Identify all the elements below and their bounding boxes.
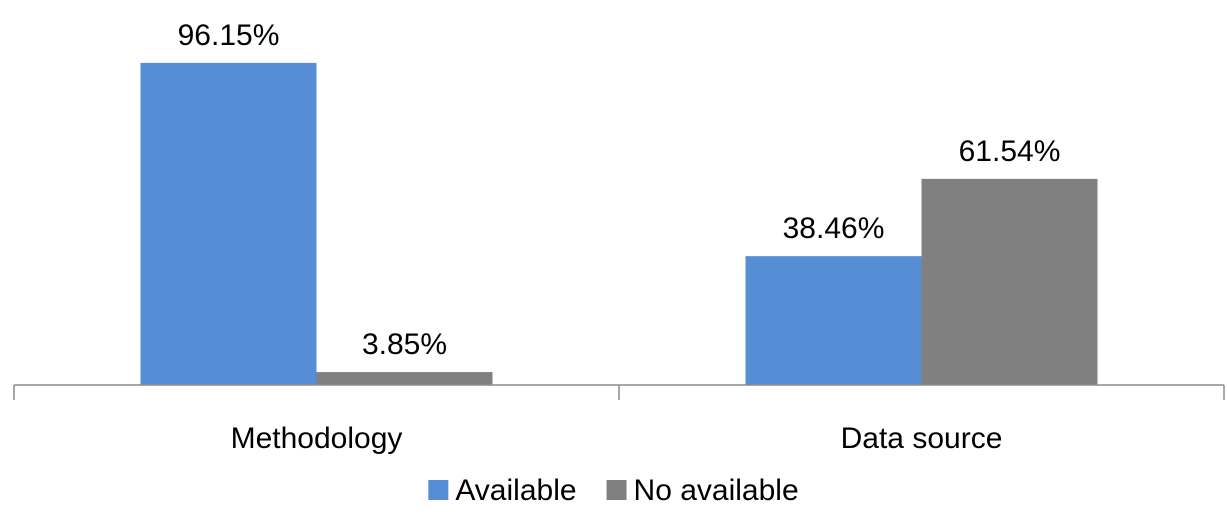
legend-swatch-no-available <box>606 480 627 500</box>
x-tick-label-methodology: Methodology <box>231 422 403 455</box>
bar-data-source-available <box>745 256 922 385</box>
x-axis: Methodology Data source <box>13 384 1225 455</box>
bars-layer <box>140 62 1098 386</box>
legend-label-available: Available <box>455 474 576 507</box>
data-label-data-source-no-available: 61.54% <box>959 135 1061 168</box>
data-label-methodology-no-available: 3.85% <box>362 328 447 361</box>
legend-swatch-available <box>428 480 449 500</box>
bar-methodology-available <box>140 62 317 386</box>
bar-data-source-no-available <box>921 178 1098 385</box>
legend: Available No available <box>428 474 799 507</box>
x-tick-label-data-source: Data source <box>841 422 1003 455</box>
bar-methodology-no-available <box>316 372 493 385</box>
data-labels: 96.15% 3.85% 38.46% 61.54% <box>178 19 1061 361</box>
data-label-data-source-available: 38.46% <box>783 212 885 245</box>
legend-label-no-available: No available <box>634 474 799 507</box>
data-label-methodology-available: 96.15% <box>178 19 280 52</box>
